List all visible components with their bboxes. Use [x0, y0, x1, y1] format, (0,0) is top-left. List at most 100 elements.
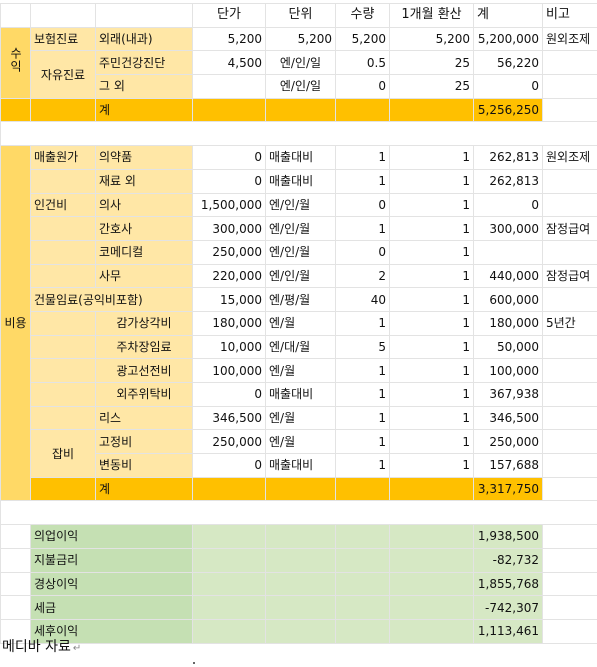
item-cell: 고정비: [95, 429, 193, 455]
note-cell: [542, 168, 597, 194]
price-cell: 1,500,000: [192, 192, 266, 218]
category-cell: [30, 310, 96, 336]
category-cell: [30, 405, 96, 431]
revenue-row: 수익 보험진료 외래(내과) 5,200 5,200 5,200 5,200 5…: [0, 26, 597, 99]
paragraph-mark-icon: ↵: [72, 643, 82, 654]
cost-row: 사무 220,000 엔/인/월 2 1 440,000 잠정급여: [1, 263, 597, 289]
monthly-cell: 1: [389, 168, 474, 194]
total-cell: 50,000: [473, 334, 543, 360]
item-cell: 재료 외: [95, 168, 193, 194]
header-total: 계: [473, 3, 543, 28]
revenue-side-label: 수익: [0, 26, 31, 99]
qty-cell: 1: [335, 310, 390, 336]
monthly-cell: 25: [389, 74, 474, 99]
total-cell: 250,000: [473, 429, 543, 455]
cost-total-row: 계 3,317,750: [1, 476, 597, 502]
qty-cell: 1: [335, 216, 390, 241]
spacer-row: [0, 121, 597, 147]
monthly-cell: 1: [389, 334, 474, 360]
total-cell: 0: [473, 192, 543, 218]
unit-cell: 엔/인/월: [265, 263, 336, 289]
total-cell: 367,938: [473, 382, 543, 407]
item-cell: 주민건강진단: [95, 50, 193, 76]
qty-cell: 1: [335, 382, 390, 407]
spacer-row: [0, 500, 597, 526]
item-cell: 의사: [95, 192, 193, 218]
note-cell: [542, 405, 597, 431]
price-cell: 4,500: [192, 50, 266, 76]
monthly-cell: 1: [389, 310, 474, 336]
price-cell: 15,000: [192, 287, 266, 312]
revenue-total-row: 계 5,256,250: [0, 97, 597, 123]
price-cell: 0: [192, 168, 266, 194]
category-cell: 보험진료: [30, 26, 96, 52]
note-cell: 원외조제: [542, 145, 597, 170]
revenue-total-label: 계: [95, 97, 193, 123]
qty-cell: 5: [335, 334, 390, 360]
total-cell: 56,220: [473, 50, 543, 76]
category-cell: [30, 168, 96, 194]
monthly-cell: 1: [389, 405, 474, 431]
qty-cell: 1: [335, 429, 390, 455]
cost-row: 광고선전비 100,000 엔/월 1 1 100,000: [1, 358, 597, 383]
caption: 메디바 자료 ↵: [2, 636, 81, 656]
revenue-row: 자유진료 주민건강진단 4,500 엔/인/일 0.5 25 56,220: [1, 50, 597, 99]
unit-cell: 엔/월: [265, 429, 336, 455]
unit-cell: 엔/월: [265, 310, 336, 336]
cost-row: 비용 매출원가 의약품 0 매출대비 1 1 262,813 원외조제: [0, 145, 597, 502]
item-cell: 리스: [95, 405, 193, 431]
total-cell: [473, 239, 543, 265]
monthly-cell: 1: [389, 216, 474, 241]
monthly-cell: 1: [389, 429, 474, 455]
price-cell: 5,200: [192, 26, 266, 52]
category-cell: [30, 358, 96, 383]
price-cell: 180,000: [192, 310, 266, 336]
qty-cell: 1: [335, 453, 390, 478]
qty-cell: 1: [335, 145, 390, 170]
total-cell: 600,000: [473, 287, 543, 312]
monthly-cell: 1: [389, 358, 474, 383]
total-cell: 180,000: [473, 310, 543, 336]
note-cell: [542, 334, 597, 360]
total-cell: 440,000: [473, 263, 543, 289]
unit-cell: 엔/인/일: [265, 74, 336, 99]
note-cell: [542, 287, 597, 312]
unit-cell: 5,200: [265, 26, 336, 52]
header-price: 단가: [192, 3, 266, 28]
note-cell: 잠정급여: [542, 263, 597, 289]
total-cell: 262,813: [473, 168, 543, 194]
unit-cell: 엔/대/월: [265, 334, 336, 360]
monthly-cell: 25: [389, 50, 474, 76]
profit-row: 의업이익 1,938,500: [0, 524, 597, 549]
cost-row: 주차장임료 10,000 엔/대/월 5 1 50,000: [1, 334, 597, 360]
cost-row: 간호사 300,000 엔/인/월 1 1 300,000 잠정급여: [1, 216, 597, 241]
price-cell: 0: [192, 453, 266, 478]
note-cell: 5년간: [542, 310, 597, 336]
monthly-cell: 1: [389, 287, 474, 312]
category-cell: 인건비: [30, 192, 96, 218]
cost-total-value: 3,317,750: [473, 476, 543, 502]
profit-label: 세후이익: [30, 618, 193, 644]
unit-cell: 매출대비: [265, 145, 336, 170]
price-cell: 10,000: [192, 334, 266, 360]
caption-text: 메디바 자료: [2, 639, 71, 655]
unit-cell: 매출대비: [265, 382, 336, 407]
monthly-cell: 1: [389, 382, 474, 407]
total-cell: 5,200,000: [473, 26, 543, 52]
qty-cell: 0: [335, 239, 390, 265]
financial-table: 단가 단위 수량 1개월 환산 계 비고 수익 보험진료 외래(내과) 5,20…: [0, 3, 597, 644]
qty-cell: 40: [335, 287, 390, 312]
price-cell: 0: [192, 145, 266, 170]
cost-row: 변동비 0 매출대비 1 1 157,688: [1, 453, 597, 478]
profit-value: 1,938,500: [473, 524, 543, 549]
price-cell: 100,000: [192, 358, 266, 383]
note-cell: [542, 50, 597, 76]
cursor-dot: [193, 662, 195, 664]
cost-row: 외주위탁비 0 매출대비 1 1 367,938: [1, 382, 597, 407]
cost-total-label: 계: [95, 476, 193, 502]
category-cell: 자유진료: [30, 50, 96, 99]
profit-value: -82,732: [473, 547, 543, 573]
header-unit: 단위: [265, 3, 336, 28]
cost-row: 건물임료(공익비포함) 15,000 엔/평/월 40 1 600,000: [1, 287, 597, 312]
category-cell: [30, 239, 96, 265]
